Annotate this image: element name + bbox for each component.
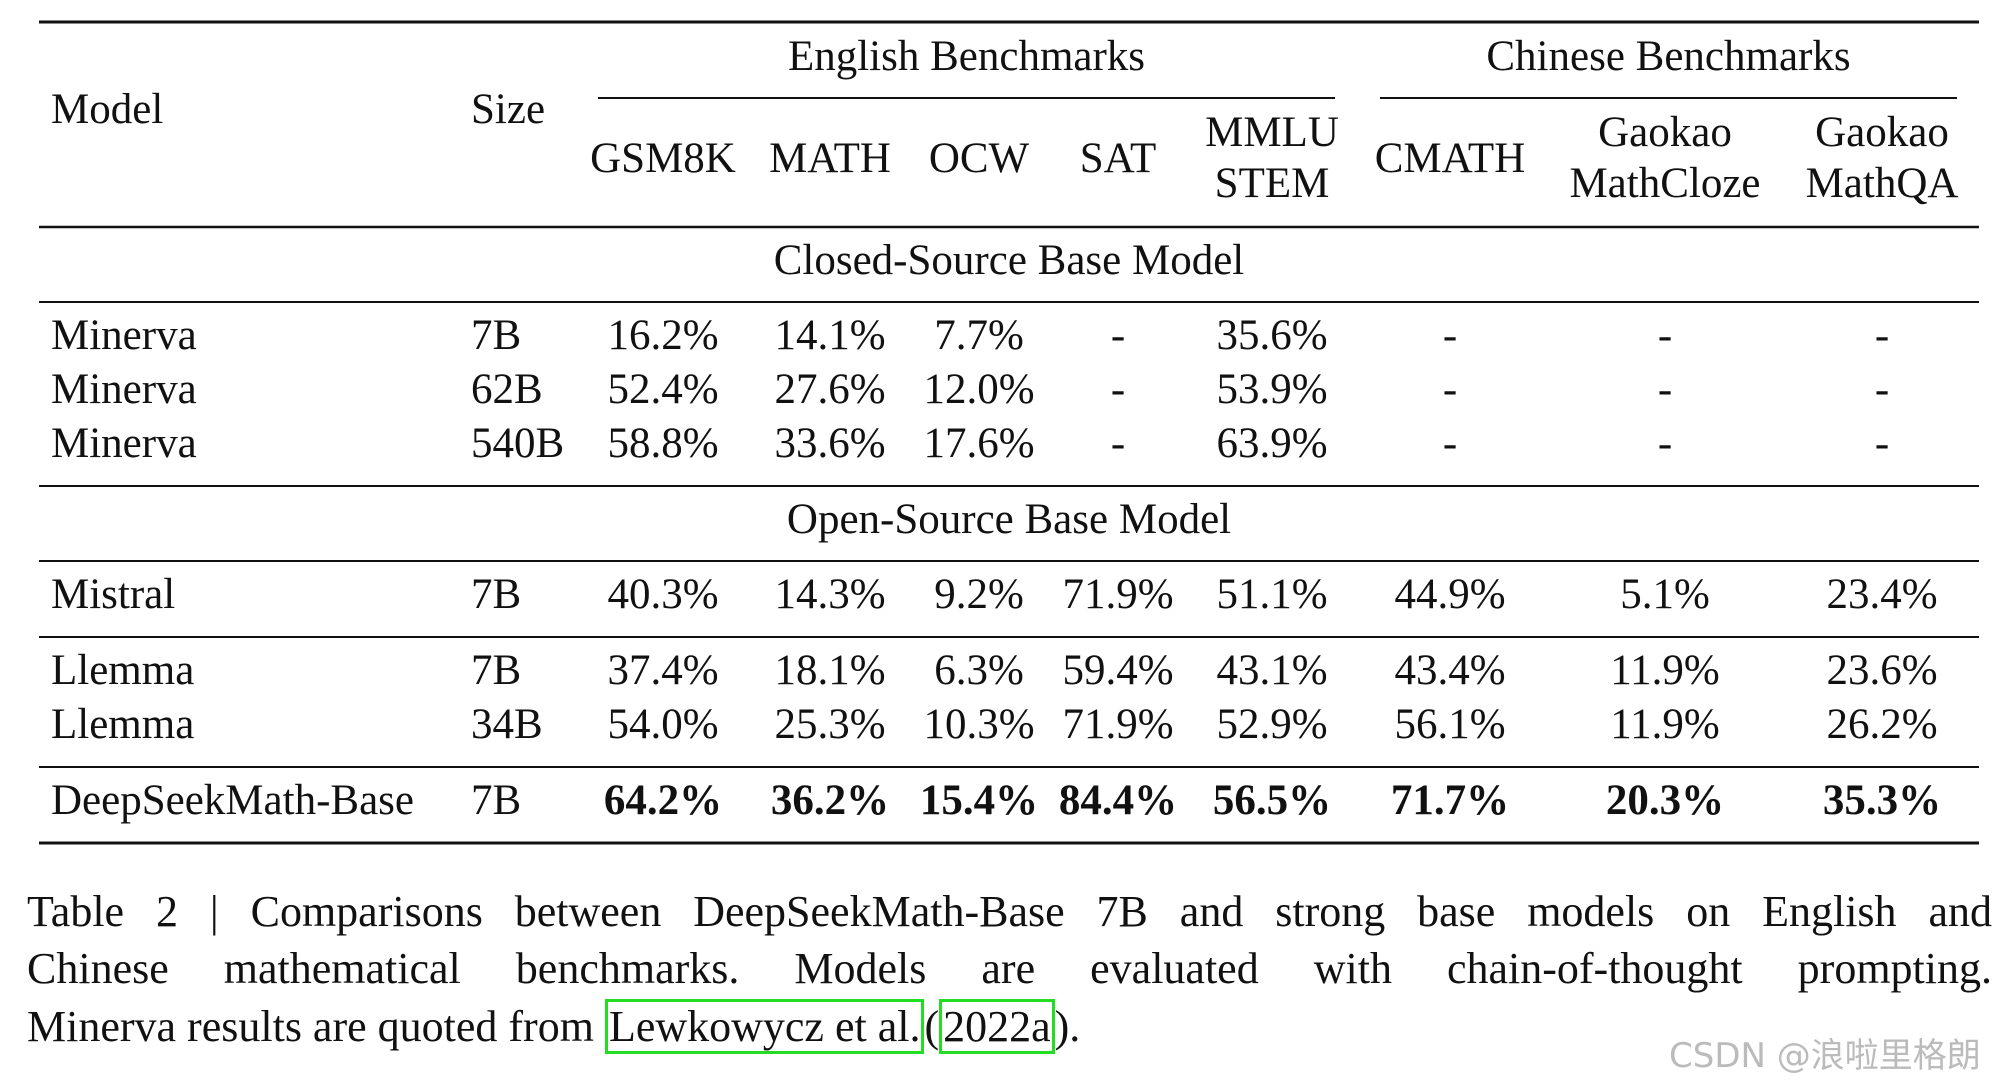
group-header: Chinese Benchmarks [1486,33,1850,80]
cell: 33.6% [774,420,885,467]
cell: 16.2% [607,312,718,359]
cell: 23.6% [1826,647,1937,694]
column-header: CMATH [1375,135,1526,182]
cell: - [1875,312,1889,359]
cell: - [1443,312,1457,359]
cell: - [1658,366,1672,413]
cell: 56.5% [1213,777,1331,824]
column-header: MATH [769,135,891,182]
cell: 71.7% [1391,777,1509,824]
cell: 20.3% [1606,777,1724,824]
cell: 84.4% [1059,777,1177,824]
cell: 10.3% [923,701,1034,748]
column-header: MMLU [1205,109,1339,156]
cell: Llemma [51,647,194,694]
cell: 23.4% [1826,571,1937,618]
cell: 53.9% [1216,366,1327,413]
cell: 56.1% [1394,701,1505,748]
caption-text: ( [924,1002,940,1051]
cell: 15.4% [920,777,1038,824]
caption-line: Minerva results are quoted from Lewkowyc… [27,999,1992,1054]
cell: - [1658,420,1672,467]
cell: - [1443,420,1457,467]
column-header: Gaokao [1815,109,1949,156]
cell: 14.3% [774,571,885,618]
table: English Benchmarks Chinese Benchmarks Mode… [39,20,1979,845]
cell: 58.8% [607,420,718,467]
cell: 17.6% [923,420,1034,467]
cell: 52.9% [1216,701,1327,748]
cell: 35.6% [1216,312,1327,359]
column-header: GSM8K [590,135,736,182]
cell: 7B [471,312,521,359]
cell: 54.0% [607,701,718,748]
section-title: Closed-Source Base Model [774,237,1245,284]
cell: - [1111,420,1125,467]
cell: 43.4% [1394,647,1505,694]
cell: 71.9% [1062,701,1173,748]
cell: 11.9% [1610,647,1719,694]
cell: - [1875,366,1889,413]
column-header: Gaokao [1598,109,1732,156]
column-header: Size [471,86,545,133]
cell: DeepSeekMath-Base [51,777,414,824]
column-header: Model [51,86,163,133]
cell: 540B [471,420,564,467]
cell: Minerva [51,312,197,359]
column-header: SAT [1080,135,1156,182]
cell: Minerva [51,366,197,413]
cell: 7B [471,571,521,618]
cell: 40.3% [607,571,718,618]
cell: - [1443,366,1457,413]
cell: 59.4% [1062,647,1173,694]
cell: 27.6% [774,366,885,413]
caption-line: Chinese mathematical benchmarks. Models … [27,944,1992,993]
caption-text: ). [1054,1002,1081,1051]
cell: 12.0% [923,366,1034,413]
caption-text: Minerva results are quoted from [27,1002,605,1051]
cell: - [1111,312,1125,359]
cell: Minerva [51,420,197,467]
cell: 43.1% [1216,647,1327,694]
group-header: English Benchmarks [788,33,1145,80]
cell: 7B [471,777,521,824]
cell: 25.3% [774,701,885,748]
cell: 71.9% [1062,571,1173,618]
cell: Llemma [51,701,194,748]
cell: 14.1% [774,312,885,359]
cell: Mistral [51,571,175,618]
cell: 52.4% [607,366,718,413]
cell: 63.9% [1216,420,1327,467]
citation-link[interactable]: 2022a [939,999,1055,1054]
caption-line: Table 2 | Comparisons between DeepSeekMa… [27,887,1992,936]
cell: - [1875,420,1889,467]
cell: 35.3% [1823,777,1941,824]
cell: 64.2% [604,777,722,824]
cell: 9.2% [934,571,1024,618]
column-header: STEM [1215,160,1330,207]
cell: 34B [471,701,543,748]
cell: 51.1% [1216,571,1327,618]
cell: 36.2% [771,777,889,824]
cell: 44.9% [1394,571,1505,618]
watermark: CSDN @浪啦里格朗 [1669,1036,1981,1076]
cell: 7B [471,647,521,694]
column-header: OCW [929,135,1030,182]
cell: 37.4% [607,647,718,694]
column-header: MathCloze [1569,160,1760,207]
cell: 6.3% [934,647,1024,694]
cell: - [1658,312,1672,359]
cell: 11.9% [1610,701,1719,748]
citation-link[interactable]: Lewkowycz et al. [604,999,925,1054]
column-header: MathQA [1806,160,1959,207]
cell: 7.7% [934,312,1024,359]
section-title: Open-Source Base Model [787,496,1231,543]
cell: 62B [471,366,543,413]
cell: 18.1% [774,647,885,694]
cell: 26.2% [1826,701,1937,748]
cell: - [1111,366,1125,413]
cell: 5.1% [1620,571,1710,618]
